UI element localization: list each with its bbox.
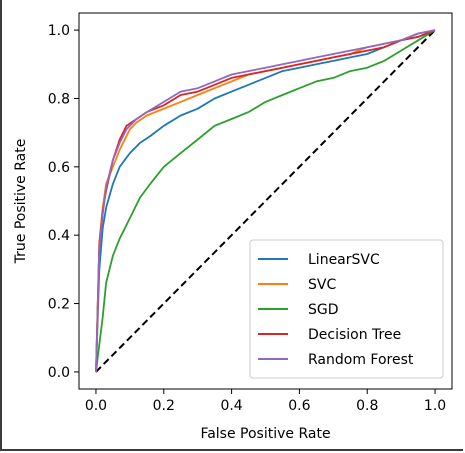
plot-lines bbox=[95, 29, 436, 373]
y-tick-label: 0.4 bbox=[48, 228, 70, 244]
x-tick-label: 0.2 bbox=[153, 398, 175, 414]
legend: LinearSVC SVC SGD Decision Tree Random Fores… bbox=[249, 239, 444, 379]
x-ticks: 0.0 0.2 0.4 0.6 0.8 1.0 bbox=[85, 389, 446, 414]
y-tick-label: 0.2 bbox=[48, 297, 70, 313]
legend-label-random-forest: Random Forest bbox=[308, 352, 414, 368]
axes-box bbox=[78, 12, 453, 390]
series-line-linearsvc bbox=[95, 29, 436, 372]
y-tick-label: 0.0 bbox=[48, 365, 70, 381]
y-tick-label: 1.0 bbox=[48, 23, 70, 39]
x-tick-label: 0.6 bbox=[288, 398, 310, 414]
y-axis-label: True Positive Rate bbox=[13, 139, 29, 265]
legend-label-linearsvc: LinearSVC bbox=[308, 252, 380, 268]
x-tick-label: 0.8 bbox=[356, 398, 378, 414]
legend-label-svc: SVC bbox=[308, 277, 336, 293]
x-tick-label: 1.0 bbox=[424, 398, 446, 414]
y-tick-label: 0.6 bbox=[48, 160, 70, 176]
x-axis-label: False Positive Rate bbox=[200, 426, 330, 442]
y-tick-label: 0.8 bbox=[48, 91, 70, 107]
legend-label-sgd: SGD bbox=[308, 302, 339, 318]
x-tick-label: 0.4 bbox=[220, 398, 242, 414]
series-line-random-forest bbox=[95, 29, 436, 372]
legend-box bbox=[249, 239, 444, 379]
series-line-sgd bbox=[95, 29, 436, 373]
y-ticks: 0.0 0.2 0.4 0.6 0.8 1.0 bbox=[48, 23, 79, 381]
chance-diagonal-line bbox=[95, 29, 436, 373]
x-tick-label: 0.0 bbox=[85, 398, 107, 414]
legend-label-decision-tree: Decision Tree bbox=[308, 327, 401, 343]
